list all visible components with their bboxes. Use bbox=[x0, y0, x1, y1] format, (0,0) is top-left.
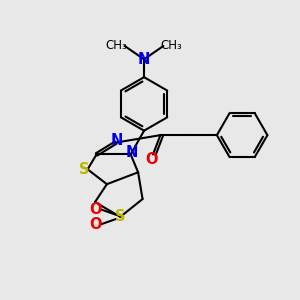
Text: CH₃: CH₃ bbox=[106, 40, 127, 52]
Text: CH₃: CH₃ bbox=[161, 40, 183, 52]
Text: O: O bbox=[145, 152, 158, 167]
Text: S: S bbox=[115, 209, 125, 224]
Text: N: N bbox=[126, 146, 138, 160]
Text: O: O bbox=[89, 202, 101, 217]
Text: S: S bbox=[79, 162, 89, 177]
Text: O: O bbox=[89, 217, 101, 232]
Text: N: N bbox=[111, 133, 124, 148]
Text: N: N bbox=[138, 52, 150, 67]
